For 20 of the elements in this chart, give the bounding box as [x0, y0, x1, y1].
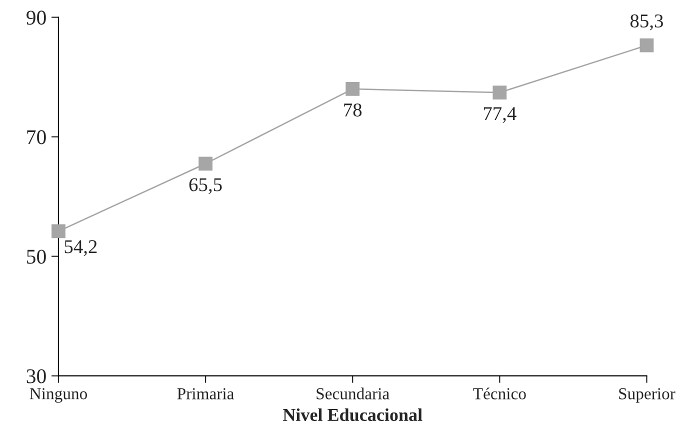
x-axis-title: Nivel Educacional — [282, 408, 422, 422]
x-tick-label: Secundaria — [316, 388, 390, 400]
y-tick-label: 50 — [27, 250, 46, 264]
y-tick-label: 70 — [27, 130, 46, 144]
point — [346, 82, 360, 96]
data-label: 77,4 — [484, 107, 516, 123]
point — [198, 156, 212, 171]
x-tick-label: Primaria — [177, 388, 234, 400]
data-label: 54,2 — [64, 240, 97, 256]
data-label: 65,5 — [189, 178, 222, 194]
x-tick-label: Técnico — [473, 388, 526, 400]
data-label: 85,3 — [630, 14, 663, 30]
y-tick-label: 30 — [26, 369, 46, 384]
y-tick-label: 90 — [26, 10, 46, 25]
point — [640, 38, 654, 52]
data-label: 78 — [344, 103, 362, 117]
point — [492, 86, 507, 100]
x-tick-label: Ninguno — [30, 388, 88, 403]
x-tick-label: Superior — [619, 388, 676, 403]
point — [52, 224, 66, 238]
